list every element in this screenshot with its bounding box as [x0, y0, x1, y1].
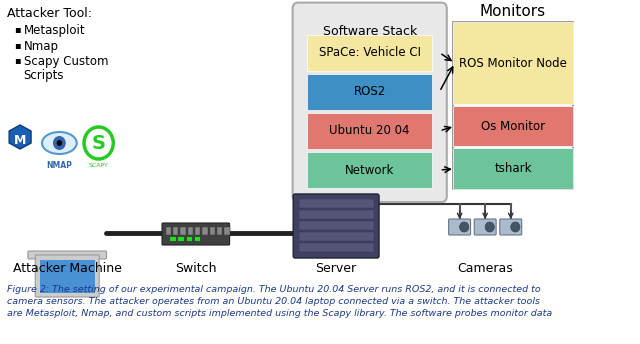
Text: Attacker Machine: Attacker Machine [13, 262, 122, 275]
Bar [180, 227, 186, 235]
Bar [166, 227, 171, 235]
FancyBboxPatch shape [28, 251, 106, 259]
Text: ▪: ▪ [15, 40, 21, 50]
Text: Switch: Switch [175, 262, 216, 275]
Text: ▪: ▪ [15, 24, 21, 34]
Text: Cameras: Cameras [458, 262, 513, 275]
Bar [307, 113, 432, 149]
Bar [188, 227, 193, 235]
Text: Attacker Tool:: Attacker Tool: [7, 7, 92, 20]
Text: ROS Monitor Node: ROS Monitor Node [459, 56, 567, 69]
Bar [307, 74, 432, 110]
FancyBboxPatch shape [35, 255, 99, 297]
Polygon shape [9, 125, 31, 149]
Text: ROS2: ROS2 [354, 85, 386, 98]
Bar [299, 232, 374, 241]
Text: Os Monitor: Os Monitor [481, 120, 545, 133]
Bar [187, 237, 192, 241]
Text: S: S [92, 133, 106, 152]
Text: M: M [14, 133, 26, 147]
Text: ▪: ▪ [15, 55, 21, 65]
Circle shape [460, 222, 468, 232]
Bar [224, 227, 230, 235]
Text: Ubuntu 20 04: Ubuntu 20 04 [330, 125, 410, 137]
FancyBboxPatch shape [162, 223, 230, 245]
Bar [209, 227, 215, 235]
Bar [170, 237, 176, 241]
Bar [509, 224, 513, 234]
Bar [307, 152, 432, 188]
FancyBboxPatch shape [449, 219, 470, 235]
Text: Software Stack: Software Stack [323, 25, 417, 37]
Text: are Metasploit, Nmap, and custom scripts implemented using the Scapy library. Th: are Metasploit, Nmap, and custom scripts… [7, 309, 552, 318]
Text: SPaCe: Vehicle CI: SPaCe: Vehicle CI [319, 46, 420, 59]
Text: Metasploit: Metasploit [24, 24, 85, 37]
Bar [307, 35, 432, 71]
Text: SCAPY: SCAPY [89, 163, 109, 168]
Text: Server: Server [316, 262, 356, 275]
Bar [195, 227, 200, 235]
Bar [299, 199, 374, 208]
Ellipse shape [42, 132, 77, 154]
Bar [453, 106, 573, 147]
Circle shape [56, 140, 62, 146]
Bar [202, 227, 208, 235]
Bar [453, 22, 573, 189]
Bar [299, 210, 374, 219]
FancyBboxPatch shape [292, 3, 447, 202]
FancyBboxPatch shape [500, 219, 522, 235]
Bar [483, 224, 487, 234]
Text: camera sensors. The attacker operates from an Ubuntu 20.04 laptop connected via : camera sensors. The attacker operates fr… [7, 297, 540, 306]
Circle shape [511, 222, 520, 232]
Bar [173, 227, 179, 235]
Circle shape [53, 136, 66, 150]
Text: Monitors: Monitors [480, 4, 546, 19]
Text: Nmap: Nmap [24, 40, 59, 53]
Bar [179, 237, 184, 241]
Bar [217, 227, 222, 235]
Text: Scripts: Scripts [24, 69, 64, 82]
Bar [299, 243, 374, 252]
Text: Figure 2: The setting of our experimental campaign. The Ubuntu 20.04 Server runs: Figure 2: The setting of our experimenta… [7, 285, 541, 294]
Text: Scapy Custom: Scapy Custom [24, 55, 108, 68]
Circle shape [485, 222, 494, 232]
Bar [458, 224, 461, 234]
Bar [299, 221, 374, 230]
Text: tshark: tshark [494, 162, 532, 175]
Text: Network: Network [345, 163, 394, 176]
FancyBboxPatch shape [293, 194, 379, 258]
Text: NMAP: NMAP [47, 161, 72, 170]
Bar [453, 22, 573, 104]
Bar [195, 237, 200, 241]
FancyBboxPatch shape [474, 219, 496, 235]
Bar [453, 149, 573, 189]
Bar [40, 260, 95, 293]
